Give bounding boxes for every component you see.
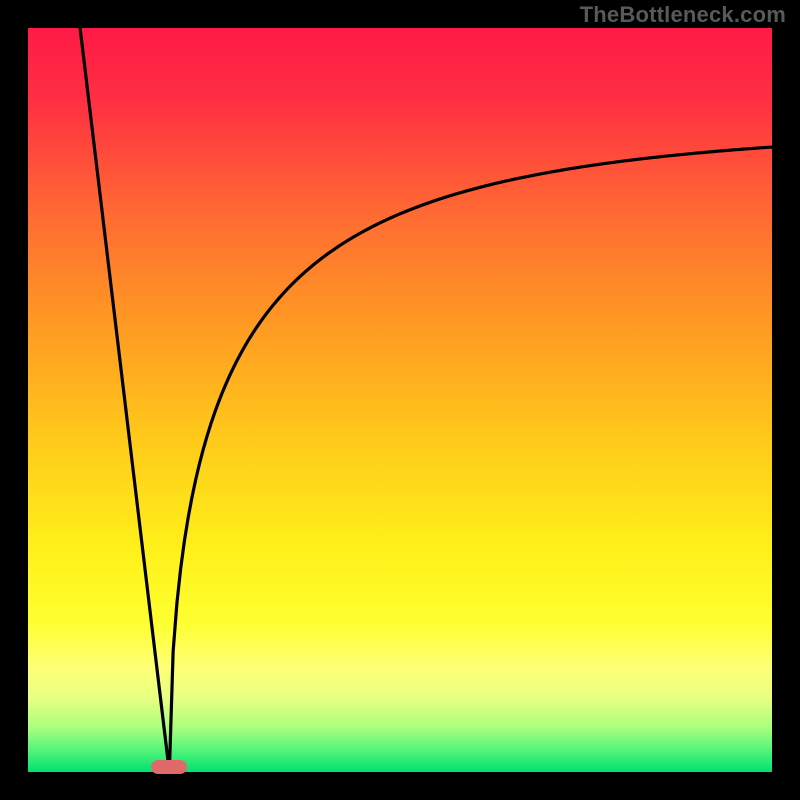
watermark-text: TheBottleneck.com <box>580 2 786 28</box>
vertex-marker <box>151 760 187 774</box>
bottleneck-plot <box>28 28 772 772</box>
chart-frame: TheBottleneck.com <box>0 0 800 800</box>
plot-background <box>28 28 772 772</box>
